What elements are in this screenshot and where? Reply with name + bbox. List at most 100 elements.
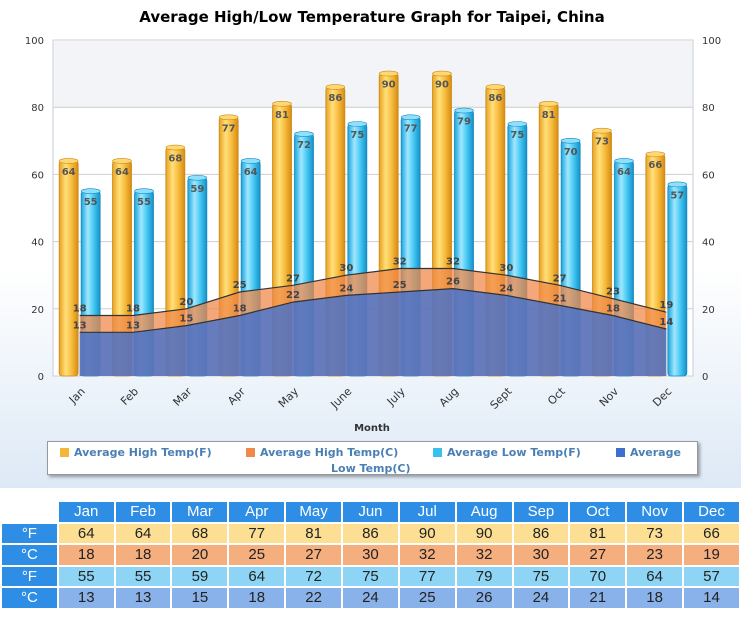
- data-label-low-f: 64: [617, 167, 631, 178]
- data-label-high-c: 20: [179, 297, 193, 308]
- table-cell: 73: [627, 523, 683, 543]
- table-row: °F 55 55 59 64 72 75 77 79 75 70 64 57: [2, 566, 739, 586]
- legend-label: Average Low Temp(F): [447, 446, 581, 459]
- data-labels: 64 55 64 55 68 59 77 64 81 72 86 75 90 77 90 79 86 75 81 70…: [62, 80, 685, 332]
- table-cell: 22: [286, 588, 342, 608]
- table-row: °C 18 18 20 25 27 30 32 32 30 27 23 19: [2, 545, 739, 565]
- data-label-low-f: 77: [404, 123, 418, 134]
- month-header: Nov: [627, 502, 683, 522]
- x-tick-label: Dec: [650, 385, 674, 409]
- legend-swatch: [246, 448, 255, 457]
- data-label-low-f: 75: [510, 130, 524, 141]
- plot-band: [54, 41, 692, 109]
- month-header: Dec: [684, 502, 739, 522]
- table-cell: 25: [399, 588, 455, 608]
- table-cell: 30: [513, 545, 569, 565]
- unit-cell: °F: [2, 566, 57, 586]
- table-row: °F 64 64 68 77 81 86 90 90 86 81 73 66: [2, 523, 739, 543]
- areas: [79, 267, 667, 376]
- data-label-high-c: 19: [659, 300, 673, 311]
- x-axis-label: Month: [354, 423, 390, 434]
- data-label-low-f: 55: [84, 197, 98, 208]
- bar-cap-high-f: [645, 151, 666, 158]
- bar-cap-low-f: [507, 121, 528, 127]
- data-label-high-c: 27: [286, 273, 300, 284]
- table-cell: 32: [456, 545, 512, 565]
- data-label-high-f: 73: [595, 137, 609, 148]
- month-header: Oct: [570, 502, 626, 522]
- data-label-low-f: 59: [190, 184, 204, 195]
- bar-cap-low-f: [400, 114, 421, 121]
- bar-cap-high-f: [485, 84, 506, 90]
- x-tick-label: Aug: [437, 385, 461, 409]
- data-label-high-c: 30: [339, 263, 353, 274]
- data-label-low-c: 24: [339, 283, 353, 294]
- bar-cap-low-f: [240, 158, 261, 164]
- legend-label: Average High Temp(F): [74, 446, 212, 459]
- data-label-high-f: 90: [382, 80, 396, 91]
- data-label-low-c: 21: [553, 293, 567, 304]
- table-cell: 13: [58, 588, 114, 608]
- data-label-high-f: 86: [488, 93, 502, 104]
- data-label-low-c: 25: [393, 280, 407, 291]
- table-cell: 86: [343, 523, 398, 543]
- legend-swatch: [616, 448, 625, 457]
- table-cell: 20: [172, 545, 228, 565]
- data-label-high-f: 64: [115, 167, 129, 178]
- y-tick-label: 100: [702, 36, 721, 47]
- month-header: Jul: [399, 502, 455, 522]
- data-label-high-f: 68: [168, 154, 182, 165]
- unit-cell: °C: [2, 588, 57, 608]
- bar-high-f: [58, 160, 79, 377]
- data-label-high-c: 32: [446, 256, 460, 267]
- data-label-low-c: 22: [286, 290, 300, 301]
- chart-panel: Average High/Low Temperature Graph for T…: [0, 0, 741, 488]
- data-label-low-c: 13: [73, 320, 87, 331]
- bar-cap-high-f: [325, 84, 346, 90]
- legend-item-high-c: Average High Temp(C): [246, 446, 398, 459]
- data-label-low-c: 15: [179, 314, 193, 325]
- y-tick-label: 0: [38, 372, 44, 383]
- data-label-low-f: 75: [350, 130, 364, 141]
- month-header: Apr: [229, 502, 285, 522]
- bar-cap-high-f: [165, 144, 186, 151]
- y-tick-label: 60: [31, 170, 44, 181]
- table-cell: 77: [399, 566, 455, 586]
- table-cell: 64: [115, 523, 171, 543]
- data-label-high-c: 23: [606, 287, 620, 298]
- x-axis: Jan Feb Mar Apr May June July Aug Sept Oct Nov Dec: [66, 384, 675, 411]
- legend-swatch: [433, 448, 442, 457]
- table-cell: 27: [570, 545, 626, 565]
- chart-legend: Average High Temp(F) Average High Temp(C…: [47, 441, 698, 475]
- x-tick-label: Jan: [66, 385, 88, 407]
- x-tick-label: Mar: [171, 385, 195, 409]
- bar-cap-low-f: [294, 131, 314, 137]
- legend-label-wrap: Low Temp(C): [331, 462, 411, 475]
- data-label-low-c: 18: [233, 304, 247, 315]
- y-tick-label: 40: [702, 238, 715, 249]
- data-label-high-f: 86: [328, 93, 342, 104]
- x-tick-label: Sept: [488, 384, 515, 411]
- table-cell: 75: [513, 566, 569, 586]
- table-cell: 75: [343, 566, 398, 586]
- table-header-row: Jan Feb Mar Apr May Jun Jul Aug Sep Oct Nov Dec: [2, 502, 739, 522]
- table-cell: 23: [627, 545, 683, 565]
- y-tick-label: 60: [702, 170, 715, 181]
- y-tick-label: 0: [702, 372, 708, 383]
- data-label-high-f: 77: [222, 123, 236, 134]
- bar-cap-high-f: [538, 101, 559, 107]
- table-corner: [2, 502, 57, 522]
- y-axis-left: 0 20 40 60 80 100: [25, 36, 44, 383]
- bar-cap-low-f: [614, 158, 634, 164]
- table-cell: 72: [286, 566, 342, 586]
- data-label-high-c: 27: [553, 273, 567, 284]
- table-cell: 13: [115, 588, 171, 608]
- x-tick-label: May: [276, 385, 302, 411]
- y-tick-label: 100: [25, 36, 44, 47]
- data-label-low-f: 57: [670, 190, 684, 201]
- table-cell: 14: [684, 588, 739, 608]
- unit-cell: °F: [2, 523, 57, 543]
- legend-item-low-c: Average: [616, 446, 681, 459]
- data-label-high-c: 25: [233, 280, 247, 291]
- data-label-low-c: 24: [499, 283, 513, 294]
